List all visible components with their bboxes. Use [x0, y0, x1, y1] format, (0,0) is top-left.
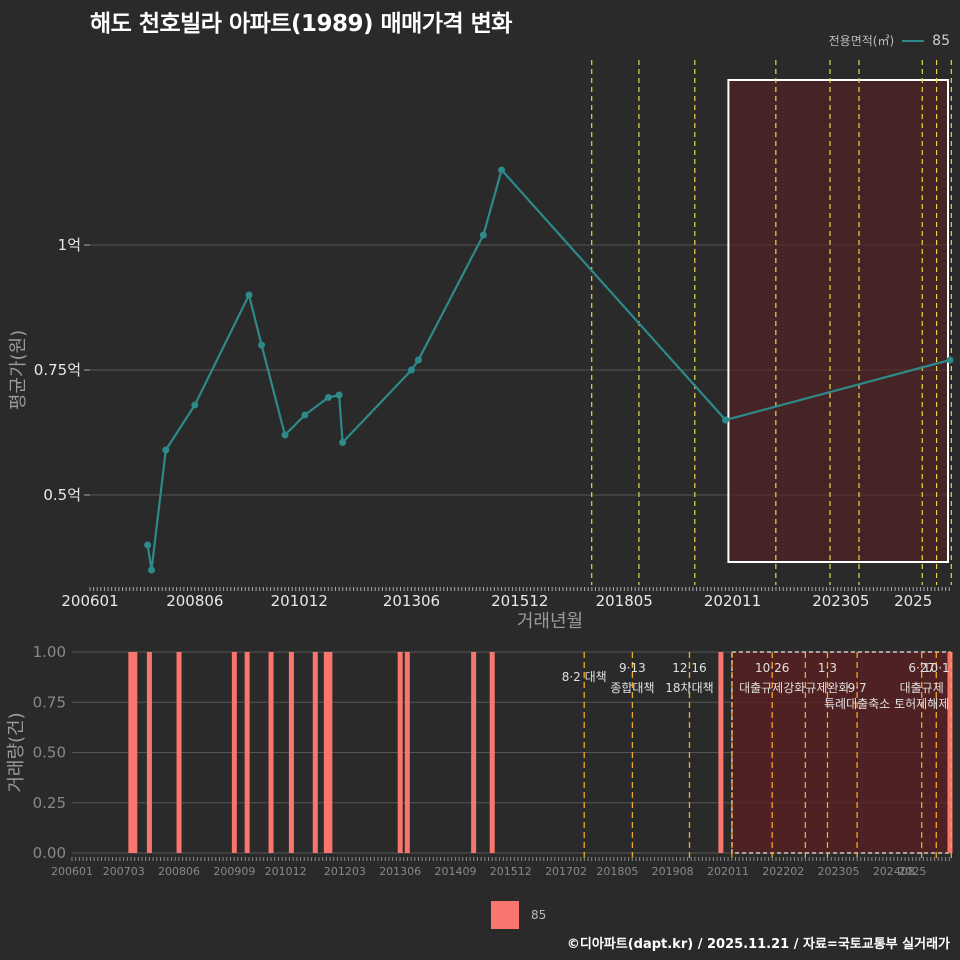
volume-bar — [718, 652, 724, 853]
bottom-highlight-box — [731, 651, 951, 854]
bottom-x-tick-label: 201702 — [545, 865, 587, 878]
volume-bar — [176, 652, 182, 853]
volume-bar — [947, 652, 953, 853]
bottom-y-axis-title: 거래량(건) — [6, 712, 27, 792]
price-data-point — [339, 439, 347, 446]
event-annotation: 6·27 — [908, 661, 935, 675]
bottom-y-tick-label: 0.50 — [33, 744, 66, 762]
price-data-point — [498, 166, 506, 174]
price-data-point — [407, 366, 415, 374]
volume-bar — [128, 652, 134, 853]
volume-bar — [327, 652, 333, 853]
bottom-y-tick-label: 0.75 — [33, 693, 66, 711]
volume-bar — [404, 652, 410, 853]
price-data-point — [144, 541, 152, 549]
volume-bar — [146, 652, 152, 853]
volume-bar — [397, 652, 403, 853]
event-annotation: 18차대책 — [665, 680, 713, 695]
event-annotation: 특례대출축소 — [824, 697, 890, 711]
bottom-x-tick-label: 202011 — [707, 865, 749, 878]
price-data-point — [148, 566, 156, 574]
price-data-point — [946, 356, 954, 364]
bottom-x-tick-label: 201512 — [490, 865, 532, 878]
top-x-tick-label: 2025 — [894, 592, 932, 610]
legend-series-label: 85 — [932, 32, 950, 49]
volume-bar — [268, 652, 274, 853]
price-data-point — [324, 394, 332, 401]
bottom-x-tick-label: 200806 — [158, 865, 200, 878]
volume-bar — [312, 652, 318, 853]
bottom-y-tick-label: 0.25 — [33, 794, 66, 812]
volume-bar — [288, 652, 294, 853]
bottom-x-tick-label: 200601 — [51, 865, 93, 878]
event-annotation: 8·2 대책 — [562, 669, 607, 684]
volume-bar — [471, 652, 477, 853]
price-data-point — [258, 341, 266, 349]
bottom-x-tick-label: 200909 — [213, 865, 255, 878]
event-annotation: 1·3 — [818, 661, 837, 675]
top-x-axis-title: 거래년월 — [517, 611, 583, 632]
bottom-y-tick-label: 1.00 — [33, 643, 66, 661]
event-annotation: 9·7 — [848, 681, 867, 695]
price-data-point — [301, 411, 309, 419]
event-annotation: 12·16 — [672, 661, 706, 675]
event-annotation: 9·13 — [619, 661, 646, 675]
legend-bar-swatch — [491, 901, 519, 929]
top-y-axis-title: 평균가(원) — [8, 330, 29, 410]
top-x-tick-label: 202011 — [704, 592, 761, 610]
event-annotation: 대출규제강화 — [739, 681, 805, 695]
volume-bar — [132, 652, 138, 853]
price-data-point — [722, 416, 730, 424]
bottom-x-tick-label: 200703 — [103, 865, 145, 878]
price-data-point — [162, 446, 170, 454]
volume-bar — [231, 652, 237, 853]
top-highlight-box — [727, 79, 950, 563]
price-data-point — [414, 356, 422, 364]
price-data-point — [479, 231, 487, 239]
top-x-tick-label: 201805 — [596, 592, 653, 610]
top-x-tick-label: 200806 — [166, 592, 223, 610]
event-annotation: 규제완화 — [805, 681, 849, 695]
top-y-tick-label: 0.75억 — [34, 361, 81, 379]
bottom-x-tick-label: 201203 — [324, 865, 366, 878]
bottom-x-tick-label: 201409 — [434, 865, 476, 878]
bottom-x-tick-label: 201306 — [379, 865, 421, 878]
legend-bottom: 85 — [491, 901, 546, 929]
price-data-point — [245, 291, 253, 299]
price-data-point — [191, 401, 199, 409]
bottom-x-tick-label: 201805 — [596, 865, 638, 878]
top-x-tick-label: 202305 — [812, 592, 869, 610]
volume-bar — [323, 652, 329, 853]
top-y-tick-label: 0.5억 — [43, 486, 81, 504]
top-x-tick-label: 201306 — [383, 592, 440, 610]
top-x-tick-label: 201012 — [271, 592, 328, 610]
top-x-tick-label: 200601 — [61, 592, 118, 610]
chart-title: 해도 천호빌라 아파트(1989) 매매가격 변화 — [90, 11, 512, 37]
bottom-y-tick-label: 0.00 — [33, 844, 66, 862]
legend-line-swatch — [902, 39, 925, 42]
legend-bar-label: 85 — [531, 908, 547, 922]
legend-title: 전용면적(㎡) — [828, 34, 895, 48]
volume-bar — [489, 652, 495, 853]
bottom-x-tick-label: 202305 — [818, 865, 860, 878]
bottom-x-tick-label: 201012 — [265, 865, 307, 878]
price-data-point — [335, 391, 343, 399]
top-x-tick-label: 201512 — [491, 592, 548, 610]
legend-top: 전용면적(㎡) 85 — [829, 32, 950, 49]
top-y-tick-label: 1억 — [58, 236, 81, 254]
bottom-x-tick-label: 202202 — [762, 865, 804, 878]
volume-bar — [244, 652, 250, 853]
bottom-x-tick-label: 201908 — [652, 865, 694, 878]
footer-credit: ©디아파트(dapt.kr) / 2025.11.21 / 자료=국토교통부 실… — [566, 937, 950, 952]
event-annotation: 대출규제 — [900, 681, 944, 695]
event-annotation: 10·1 — [923, 661, 950, 675]
event-annotation: 종합대책 — [610, 680, 654, 695]
event-annotation: 10·26 — [755, 661, 789, 675]
bottom-x-tick-label: 202408 — [873, 865, 915, 878]
price-data-point — [281, 431, 289, 439]
bottom-x-tick-label: 2025 — [898, 865, 926, 878]
event-annotation: 토허제해제 — [894, 697, 949, 711]
